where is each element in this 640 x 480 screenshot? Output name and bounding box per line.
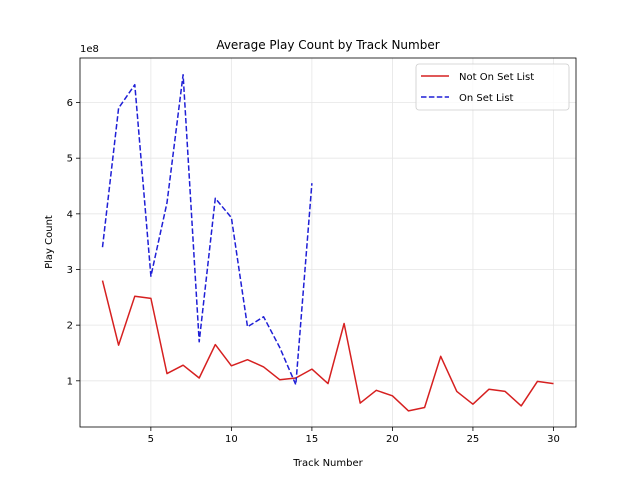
x-tick-label: 15 xyxy=(306,434,319,445)
axes-frame xyxy=(79,57,577,428)
legend-label-1: On Set List xyxy=(459,93,514,104)
y-tick-label: 2 xyxy=(67,321,73,332)
y-axis-label: Play Count xyxy=(44,215,55,269)
series-line-0 xyxy=(101,280,554,412)
y-offset-label: 1e8 xyxy=(80,44,99,55)
x-tick-label: 10 xyxy=(225,434,238,445)
series-line-1 xyxy=(101,73,313,386)
x-tick-label: 5 xyxy=(148,434,154,445)
legend-label-0: Not On Set List xyxy=(459,72,534,83)
y-tick-label: 4 xyxy=(67,209,73,220)
y-tick-label: 1 xyxy=(67,376,73,387)
y-tick-label: 6 xyxy=(67,98,73,109)
y-tick-label: 5 xyxy=(67,154,73,165)
plot-area: 5 10 15 20 25 30 1 2 3 4 5 6 Not On Set List On Set L… xyxy=(67,57,577,445)
x-tick-label: 30 xyxy=(547,434,560,445)
chart-title: Average Play Count by Track Number xyxy=(216,38,439,52)
x-axis-label: Track Number xyxy=(292,458,363,469)
x-tick-label: 20 xyxy=(386,434,399,445)
legend-box xyxy=(415,63,570,111)
x-tick-label: 25 xyxy=(467,434,480,445)
y-tick-label: 3 xyxy=(67,265,73,276)
